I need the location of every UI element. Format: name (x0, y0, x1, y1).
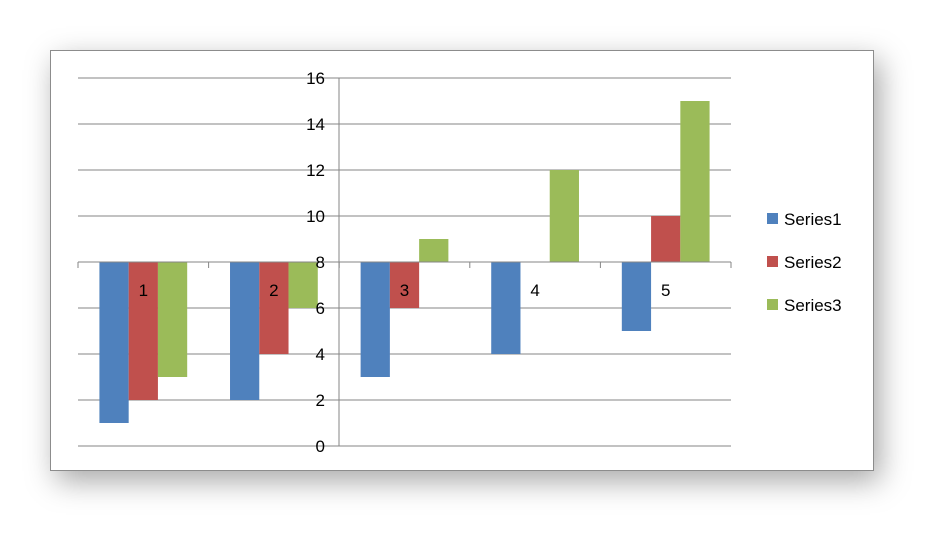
legend-label-series3: Series3 (784, 296, 842, 315)
y-tick-label: 12 (306, 161, 325, 180)
bar-series1-1 (99, 262, 129, 423)
axes (77, 77, 732, 447)
x-tick-label: 2 (269, 281, 278, 300)
bar-series3-3 (419, 239, 449, 262)
x-tick-label: 5 (661, 281, 670, 300)
y-tick-label: 10 (306, 207, 325, 226)
x-tick-label: 4 (530, 281, 539, 300)
bar-series3-4 (549, 170, 579, 262)
bar-series1-2 (230, 262, 260, 400)
x-tick-label: 3 (400, 281, 409, 300)
bar-series1-4 (491, 262, 521, 354)
bar-series3-1 (157, 262, 188, 377)
y-tick-label: 4 (316, 345, 325, 364)
y-tick-label: 14 (306, 115, 325, 134)
bar-series2-5 (651, 216, 681, 262)
y-tick-label: 16 (306, 69, 325, 88)
legend-swatch-series3 (767, 299, 778, 310)
legend-label-series2: Series2 (784, 253, 842, 272)
bar-series1-3 (360, 262, 390, 377)
bars (99, 101, 710, 423)
bar-series2-3 (389, 262, 420, 308)
bar-series2-1 (128, 262, 158, 400)
bar-series1-5 (621, 262, 652, 331)
legend-swatch-series1 (767, 213, 778, 224)
legend-swatch-series2 (767, 256, 778, 267)
chart-area: 0 2 4 6 8 10 12 14 16 1 2 3 4 5 Series1 Series2 Series3 (50, 50, 874, 471)
y-tick-label: 8 (316, 253, 325, 272)
legend-label-series1: Series1 (784, 210, 842, 229)
bar-series3-5 (680, 101, 710, 262)
y-tick-label: 6 (316, 299, 325, 318)
y-tick-label: 2 (316, 391, 325, 410)
bar-series2-2 (259, 262, 289, 354)
x-tick-label: 1 (139, 281, 148, 300)
legend: Series1 Series2 Series3 (767, 210, 842, 315)
y-tick-label: 0 (316, 437, 325, 456)
bar-series3-2 (288, 262, 318, 308)
